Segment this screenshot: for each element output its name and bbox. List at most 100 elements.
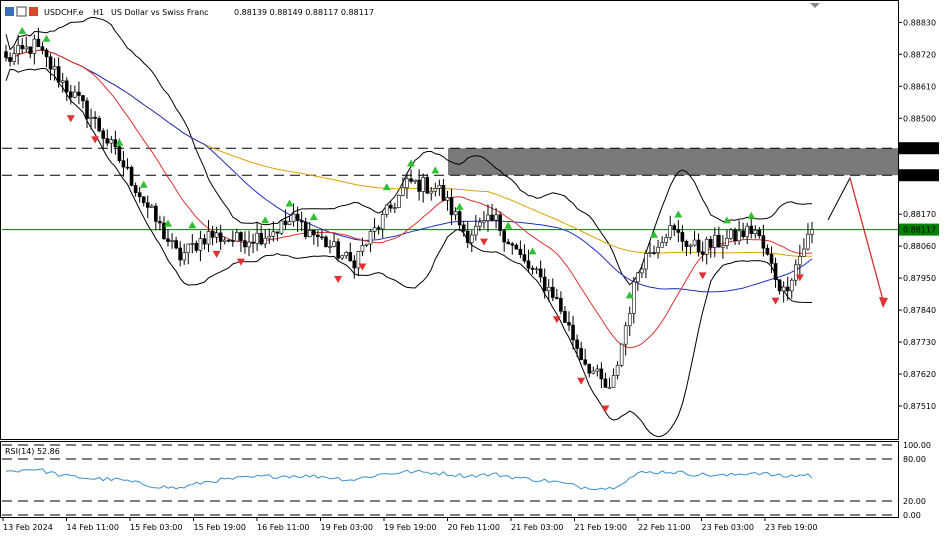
candle-body [36, 38, 41, 48]
candle-body [141, 196, 146, 204]
candle [530, 265, 535, 275]
candle-body [575, 339, 579, 349]
grid-icon[interactable] [16, 6, 27, 17]
candle [441, 179, 446, 201]
candle-body [518, 248, 523, 255]
candle-body [526, 260, 531, 269]
candle [206, 220, 211, 252]
candle [239, 231, 243, 253]
candle [109, 135, 114, 154]
candle [198, 230, 203, 262]
candle-body [648, 252, 652, 254]
candle [384, 204, 389, 218]
candle-body [178, 247, 182, 261]
candle [295, 206, 300, 233]
candle-body [409, 178, 413, 182]
candle-body [555, 297, 559, 299]
candle [263, 228, 268, 249]
candle-body [717, 234, 721, 248]
time-tick-label: 15 Feb 03:00 [130, 523, 182, 532]
candle [48, 53, 53, 81]
candle-body [793, 264, 798, 281]
candle-body [295, 213, 300, 221]
candle-body [129, 166, 134, 186]
candle-body [607, 387, 612, 389]
candle [303, 217, 308, 240]
candle [595, 364, 600, 377]
price-tick-label: 0.88830 [903, 18, 936, 27]
candle-body [478, 221, 482, 227]
candle-body [680, 232, 685, 242]
up-arrow-icon [382, 183, 391, 191]
candle-body [777, 279, 782, 292]
candle-body [125, 166, 130, 169]
scroll-marker-icon[interactable] [810, 3, 820, 8]
candle [656, 239, 660, 259]
candle [368, 228, 373, 253]
candle [587, 363, 592, 378]
candle-body [676, 229, 681, 233]
candle-body [546, 286, 551, 292]
candle-body [380, 214, 385, 230]
candle [607, 377, 612, 389]
candle [579, 341, 583, 361]
candle-body [60, 80, 65, 83]
candle-body [773, 263, 778, 280]
candle-body [32, 38, 37, 54]
candle [571, 315, 575, 350]
candle-body [4, 51, 8, 58]
candle [259, 225, 263, 246]
candle [222, 236, 227, 245]
candle-body [89, 116, 93, 119]
candle [145, 195, 150, 219]
candle [769, 246, 774, 274]
candle-body [611, 375, 616, 388]
candle-body [704, 239, 709, 255]
candle-body [312, 230, 316, 236]
candle-body [348, 252, 353, 262]
candle-body [445, 197, 450, 201]
candle [56, 57, 61, 88]
candle-body [708, 239, 713, 248]
candle [81, 95, 85, 109]
candle-body [567, 322, 571, 326]
candle [757, 227, 762, 239]
up-arrow-icon [650, 230, 659, 238]
app-icon [5, 7, 14, 16]
candle-body [133, 185, 138, 193]
candle [725, 229, 729, 249]
up-arrow-icon [504, 221, 513, 229]
candle [158, 215, 162, 231]
price-tick-label: 0.87840 [903, 306, 936, 315]
chart-type-icon[interactable] [29, 7, 38, 16]
candle-body [563, 311, 567, 323]
candle [162, 216, 166, 241]
candle [376, 225, 381, 235]
candle-body [482, 220, 486, 223]
down-arrow-icon [334, 276, 343, 284]
candle [708, 236, 713, 258]
price-tag-box [899, 142, 939, 155]
candle-body [231, 240, 235, 242]
candle [555, 288, 559, 300]
time-tick-label: 16 Feb 11:00 [257, 523, 309, 532]
candle [745, 222, 749, 244]
candle [717, 226, 721, 248]
candle [4, 44, 8, 62]
candle-body [384, 204, 389, 215]
candle-body [174, 240, 178, 249]
up-arrow-icon [625, 291, 634, 299]
candle-body [429, 190, 434, 194]
candle [129, 165, 134, 187]
candle-body [182, 252, 187, 261]
candle [498, 211, 502, 237]
candle [360, 237, 365, 257]
candle [243, 231, 247, 254]
candle-body [267, 235, 272, 239]
candle-body [510, 243, 515, 246]
candle-body [56, 66, 61, 83]
candle [150, 203, 154, 208]
candle [214, 226, 219, 244]
